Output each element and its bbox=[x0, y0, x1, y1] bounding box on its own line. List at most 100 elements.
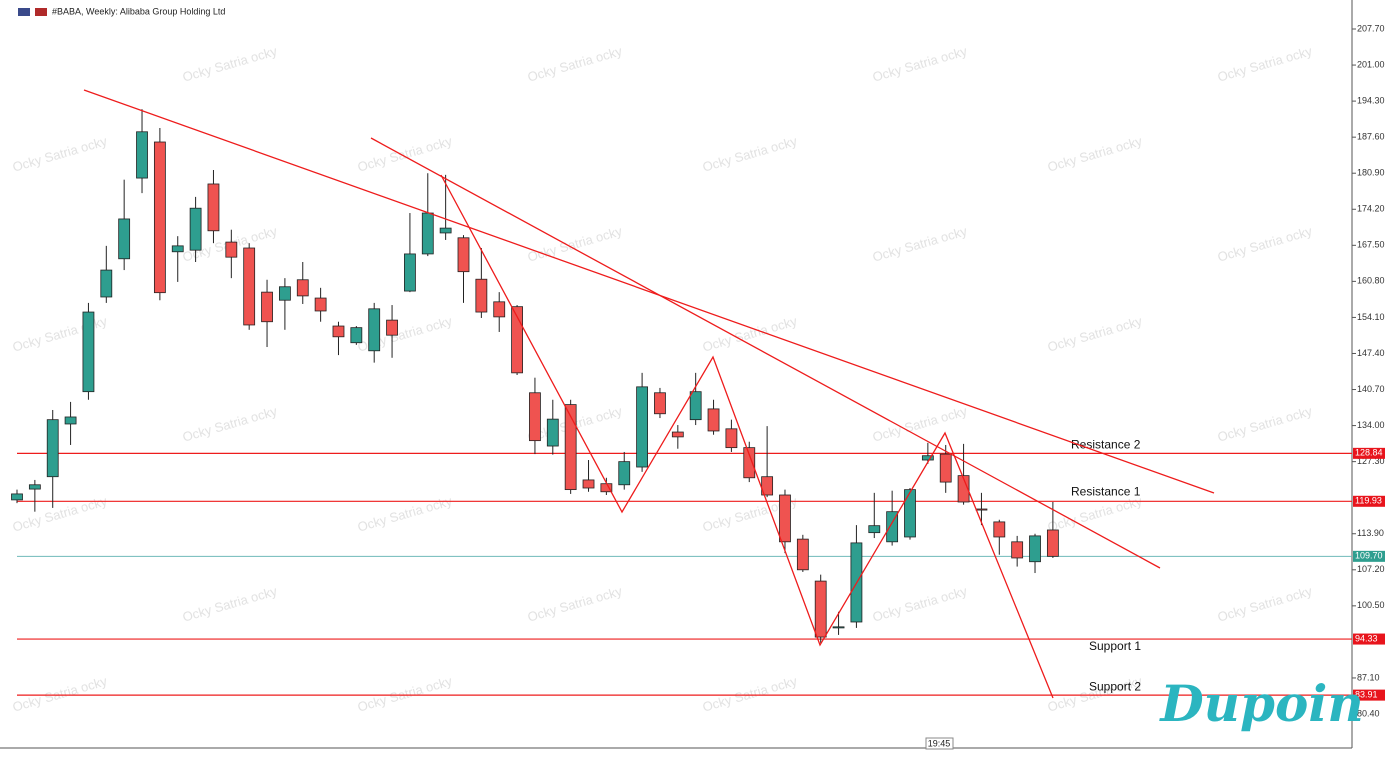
candle-body bbox=[618, 461, 631, 486]
level-name: Support 2 bbox=[1089, 679, 1141, 693]
watermark: Ocky Satria ocky bbox=[1216, 403, 1314, 444]
candle-body bbox=[743, 447, 756, 479]
y-tick-label: 107.20 bbox=[1357, 564, 1385, 574]
candle-body bbox=[386, 319, 398, 336]
y-tick-label: 127.30 bbox=[1357, 456, 1385, 466]
y-tick-label: 100.50 bbox=[1357, 600, 1385, 610]
price-label: 119.93 bbox=[1355, 496, 1382, 506]
candle-body bbox=[886, 511, 899, 543]
candle-body bbox=[868, 525, 881, 534]
candle-body bbox=[796, 538, 809, 571]
y-tick-label: 187.60 bbox=[1357, 132, 1385, 142]
price-label: 128.84 bbox=[1355, 448, 1383, 458]
watermark: Ocky Satria ocky bbox=[871, 43, 969, 84]
candle-body bbox=[957, 475, 970, 503]
candle-body bbox=[439, 227, 452, 234]
watermark: Ocky Satria ocky bbox=[701, 133, 799, 174]
candle-body bbox=[243, 247, 256, 326]
candle-body bbox=[189, 207, 202, 251]
candle-body bbox=[529, 392, 541, 442]
watermark: Ocky Satria ocky bbox=[11, 313, 109, 354]
candle-body bbox=[332, 325, 345, 338]
candle-body bbox=[457, 237, 470, 273]
candle-body bbox=[654, 392, 666, 415]
candle-body bbox=[278, 286, 291, 301]
watermark: Ocky Satria ocky bbox=[356, 493, 454, 534]
watermark: Ocky Satria ocky bbox=[871, 403, 969, 444]
y-tick-label: 154.10 bbox=[1357, 312, 1385, 322]
price-box bbox=[1353, 495, 1385, 507]
y-tick-label: 80.40 bbox=[1357, 708, 1380, 718]
candle-body bbox=[28, 484, 41, 490]
y-tick-label: 113.90 bbox=[1357, 528, 1384, 538]
candle-body bbox=[493, 301, 506, 318]
watermark: Ocky Satria ocky bbox=[11, 493, 109, 534]
candle-body bbox=[779, 494, 791, 543]
candle-body bbox=[993, 521, 1006, 538]
candle-body bbox=[975, 508, 988, 511]
candle-body bbox=[171, 245, 184, 253]
candle-body bbox=[404, 253, 416, 292]
candle-body bbox=[1029, 535, 1041, 563]
candle-body bbox=[761, 476, 774, 496]
candle-body bbox=[64, 416, 77, 425]
candle-body bbox=[136, 131, 148, 179]
watermark: Ocky Satria ocky bbox=[701, 673, 799, 714]
price-label: 109.70 bbox=[1355, 551, 1383, 561]
price-label: 83.91 bbox=[1355, 689, 1378, 699]
watermark: Ocky Satria ocky bbox=[1216, 223, 1314, 264]
y-tick-label: 147.40 bbox=[1357, 348, 1385, 358]
candle-body bbox=[314, 297, 327, 312]
watermark: Ocky Satria ocky bbox=[181, 583, 279, 624]
y-tick-label: 174.20 bbox=[1357, 204, 1385, 214]
candle-body bbox=[207, 183, 220, 232]
candle-body bbox=[636, 386, 648, 468]
watermark: Ocky Satria ocky bbox=[356, 673, 454, 714]
icon bbox=[35, 8, 47, 16]
candle-body bbox=[707, 408, 720, 432]
y-tick-label: 134.00 bbox=[1357, 420, 1385, 430]
price-label: 94.33 bbox=[1355, 633, 1378, 643]
candle-body bbox=[11, 493, 23, 501]
candle-body bbox=[475, 278, 488, 313]
candle-body bbox=[153, 141, 166, 294]
level-name: Support 1 bbox=[1089, 639, 1141, 653]
watermark: Ocky Satria ocky bbox=[1046, 313, 1144, 354]
candle-body bbox=[511, 306, 523, 374]
candle-body bbox=[546, 418, 559, 447]
candle-body bbox=[296, 279, 309, 297]
level-name: Resistance 2 bbox=[1071, 438, 1141, 452]
y-tick-label: 207.70 bbox=[1357, 23, 1385, 33]
watermark: Ocky Satria ocky bbox=[526, 43, 624, 84]
time-label: 19:45 bbox=[928, 738, 951, 748]
y-tick-label: 87.10 bbox=[1357, 672, 1380, 682]
zigzag-line bbox=[440, 174, 1054, 699]
watermark: Ocky Satria ocky bbox=[11, 673, 109, 714]
candle-body bbox=[225, 241, 238, 258]
candle-body bbox=[671, 431, 684, 438]
y-tick-label: 180.90 bbox=[1357, 168, 1385, 178]
candle-body bbox=[904, 489, 916, 538]
watermark: Ocky Satria ocky bbox=[526, 223, 624, 264]
watermark: Ocky Satria ocky bbox=[526, 583, 624, 624]
watermark: Ocky Satria ocky bbox=[356, 133, 454, 174]
candle-body bbox=[368, 308, 381, 352]
watermark: Ocky Satria ocky bbox=[181, 403, 279, 444]
level-name: Resistance 1 bbox=[1071, 484, 1141, 498]
watermark: Ocky Satria ocky bbox=[1216, 43, 1314, 84]
watermark: Ocky Satria ocky bbox=[181, 43, 279, 84]
trend-line bbox=[83, 89, 1215, 494]
y-tick-label: 201.00 bbox=[1357, 59, 1385, 69]
candle-body bbox=[564, 404, 577, 491]
candle-body bbox=[261, 291, 273, 323]
trend-line bbox=[370, 137, 1161, 569]
time-box bbox=[925, 737, 954, 750]
price-box bbox=[1353, 550, 1385, 562]
candle-body bbox=[921, 455, 934, 461]
candle-body bbox=[939, 453, 952, 483]
watermark: Ocky Satria ocky bbox=[701, 313, 799, 354]
y-tick-label: 167.50 bbox=[1357, 240, 1385, 250]
y-tick-label: 140.70 bbox=[1357, 384, 1385, 394]
candle-body bbox=[350, 327, 363, 344]
candle-body bbox=[1011, 541, 1024, 559]
